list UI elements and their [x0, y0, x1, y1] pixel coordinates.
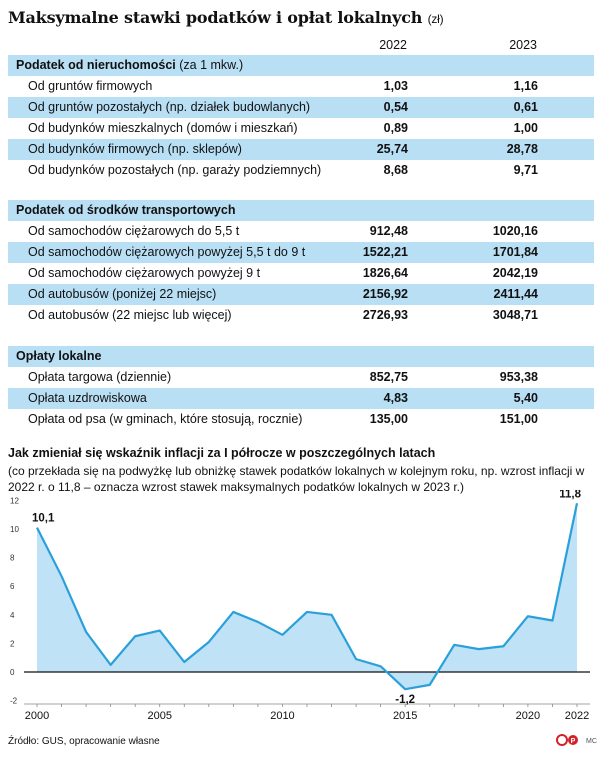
- table-row: Od samochodów ciężarowych do 5,5 t 912,48…: [28, 224, 538, 238]
- x-tick-label: 2005: [147, 710, 171, 722]
- table-row: Od budynków mieszkalnych (domów i mieszk…: [28, 121, 538, 135]
- y-tick-label: 2: [10, 639, 15, 648]
- table-row: Od autobusów (22 miejsc lub więcej) 2726,…: [28, 308, 538, 322]
- y-tick-label: 8: [10, 554, 15, 563]
- table-row: Od samochodów ciężarowych powyżej 9 t 182…: [28, 266, 538, 280]
- section-header-property-tax: Podatek od nieruchomości (za 1 mkw.): [8, 55, 594, 76]
- svg-text:P: P: [571, 738, 576, 745]
- x-tick-label: 2010: [270, 710, 294, 722]
- infographic-title: Maksymalne stawki podatków i opłat lokal…: [8, 8, 444, 27]
- table-row: Od budynków firmowych (np. sklepów) 25,74…: [8, 139, 594, 160]
- chart-title: Jak zmieniał się wskaźnik inflacji za I …: [8, 446, 436, 460]
- x-tick-label: 2015: [393, 710, 417, 722]
- section-header-transport-tax: Podatek od środków transportowych: [8, 200, 594, 221]
- unit-label: (zł): [427, 12, 444, 26]
- x-tick-label: 2022: [565, 710, 589, 722]
- y-tick-label: 4: [10, 611, 15, 620]
- table-row: Opłata od psa (w gminach, które stosują,…: [28, 412, 538, 426]
- x-tick-label: 2000: [25, 710, 49, 722]
- data-label: 10,1: [32, 513, 55, 525]
- year-header-2022: 2022: [379, 38, 407, 52]
- y-tick-label: 10: [10, 525, 19, 534]
- area-fill: [37, 503, 577, 690]
- data-label: 11,8: [559, 490, 581, 500]
- y-tick-label: -2: [10, 697, 18, 706]
- y-tick-label: 6: [10, 582, 15, 591]
- publisher-logo-icon: P: [556, 734, 578, 746]
- table-row: Od autobusów (poniżej 22 miejsc) 2156,92 2…: [8, 284, 594, 305]
- section-header-local-fees: Opłaty lokalne: [8, 346, 594, 367]
- chart-subtitle: (co przekłada się na podwyżkę lub obniżk…: [8, 464, 585, 494]
- year-header-2023: 2023: [509, 38, 537, 52]
- table-row: Od samochodów ciężarowych powyżej 5,5 t …: [8, 242, 594, 263]
- x-tick-label: 2020: [516, 710, 540, 722]
- data-label: -1,2: [395, 694, 415, 706]
- source-note: Źródło: GUS, opracowanie własne: [8, 736, 160, 747]
- table-row: Od gruntów firmowych 1,03 1,16: [28, 79, 538, 93]
- table-row: Opłata uzdrowiskowa 4,83 5,40: [8, 388, 594, 409]
- table-row: Od budynków pozostałych (np. garaży podz…: [28, 163, 538, 177]
- inflation-area-chart: -2 0 2 4 6 8 10 12 2000 2005 2010 2015 2020 2022 10,1 -…: [10, 490, 590, 722]
- y-tick-label: 0: [10, 668, 15, 677]
- y-tick-label: 12: [10, 496, 19, 505]
- author-initials: MC: [586, 738, 597, 745]
- table-row: Opłata targowa (dziennie) 852,75 953,38: [28, 370, 538, 384]
- table-row: Od gruntów pozostałych (np. działek budo…: [8, 97, 594, 118]
